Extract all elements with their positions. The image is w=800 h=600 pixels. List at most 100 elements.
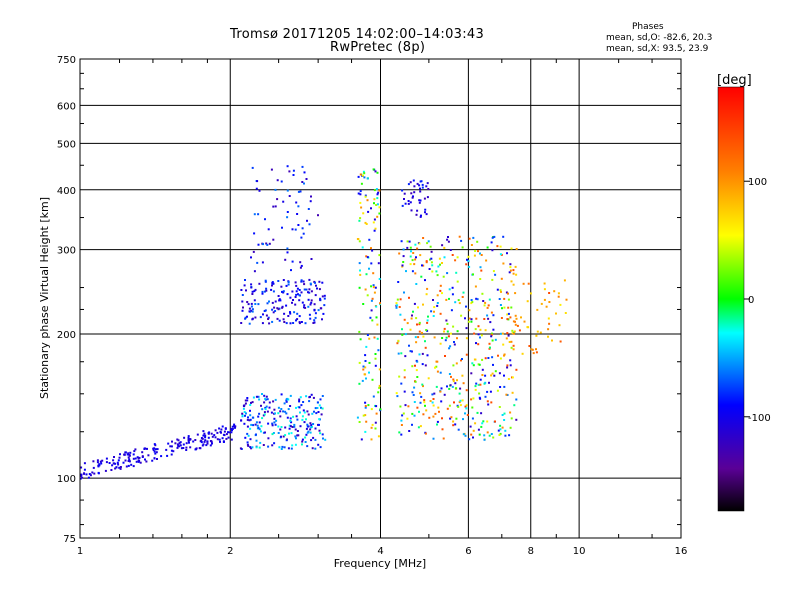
data-point <box>421 331 423 334</box>
data-point <box>304 436 307 439</box>
data-point <box>496 288 499 291</box>
data-point <box>547 335 549 338</box>
data-point <box>416 406 419 409</box>
data-point <box>364 366 367 369</box>
data-point <box>296 318 299 321</box>
data-point <box>434 412 437 415</box>
data-point <box>182 447 185 449</box>
data-point <box>309 395 311 398</box>
data-point <box>267 422 270 425</box>
data-point <box>201 444 204 447</box>
data-point <box>297 293 299 296</box>
data-point <box>460 239 463 242</box>
data-point <box>153 443 156 446</box>
data-point <box>250 283 253 286</box>
data-point <box>461 399 464 402</box>
data-point <box>535 348 537 351</box>
data-point <box>258 412 261 415</box>
data-point <box>458 401 461 404</box>
data-point <box>414 272 417 275</box>
data-point <box>421 363 424 366</box>
data-point <box>288 195 291 197</box>
data-point <box>274 412 276 415</box>
data-point <box>412 252 415 254</box>
data-point <box>425 185 428 188</box>
data-point <box>272 238 275 241</box>
data-point <box>486 420 489 423</box>
data-point <box>303 288 306 291</box>
data-point <box>266 410 269 413</box>
data-point <box>494 420 496 423</box>
data-point <box>114 462 117 465</box>
data-point <box>480 425 483 428</box>
data-point <box>310 426 313 429</box>
data-point <box>264 431 266 434</box>
data-point <box>207 436 210 439</box>
data-point <box>313 410 315 413</box>
data-point <box>294 303 297 306</box>
data-point <box>412 310 414 313</box>
data-point <box>529 292 532 295</box>
data-point <box>486 400 489 403</box>
data-point <box>419 392 422 395</box>
data-point <box>475 382 478 385</box>
data-point <box>309 422 312 425</box>
data-point <box>231 429 233 432</box>
data-point <box>481 374 484 376</box>
data-point <box>461 246 464 249</box>
data-point <box>189 438 191 441</box>
data-point <box>504 434 507 437</box>
data-point <box>411 270 414 273</box>
data-point <box>401 333 404 336</box>
data-point <box>248 307 251 310</box>
data-point <box>370 438 373 441</box>
data-point <box>472 429 475 432</box>
data-point <box>426 319 429 322</box>
data-point <box>319 432 322 435</box>
data-point <box>110 469 113 471</box>
data-point <box>430 250 433 253</box>
data-point <box>374 357 377 360</box>
data-point <box>509 269 512 272</box>
data-point <box>473 254 476 257</box>
data-point <box>306 445 309 448</box>
data-point <box>274 300 277 303</box>
data-point <box>263 411 266 414</box>
data-point <box>370 207 372 210</box>
data-point <box>439 342 442 345</box>
data-point <box>301 165 304 168</box>
data-point <box>412 195 414 198</box>
data-point <box>507 292 509 295</box>
data-point <box>436 274 439 277</box>
data-point <box>455 387 458 390</box>
data-point <box>123 453 126 456</box>
data-point <box>321 318 323 321</box>
data-point <box>395 306 398 309</box>
data-point <box>248 322 251 325</box>
data-point <box>296 213 299 215</box>
data-point <box>411 196 414 199</box>
data-point <box>264 218 266 221</box>
data-point <box>282 279 285 281</box>
data-point <box>170 445 173 448</box>
data-point <box>128 460 131 463</box>
data-point <box>409 328 412 331</box>
data-point <box>479 336 481 339</box>
data-point <box>135 460 138 463</box>
data-point <box>241 414 244 417</box>
data-point <box>468 237 471 240</box>
data-point <box>506 313 509 316</box>
data-point <box>298 400 301 403</box>
data-point <box>268 242 271 245</box>
data-point <box>435 365 438 368</box>
data-point <box>185 449 188 451</box>
data-point <box>454 259 457 262</box>
data-point <box>231 425 234 428</box>
data-point <box>375 412 378 415</box>
data-point <box>221 437 224 440</box>
data-point <box>497 429 500 432</box>
data-point <box>401 204 404 207</box>
data-point <box>274 423 277 426</box>
data-point <box>489 390 492 393</box>
data-point <box>510 247 513 250</box>
